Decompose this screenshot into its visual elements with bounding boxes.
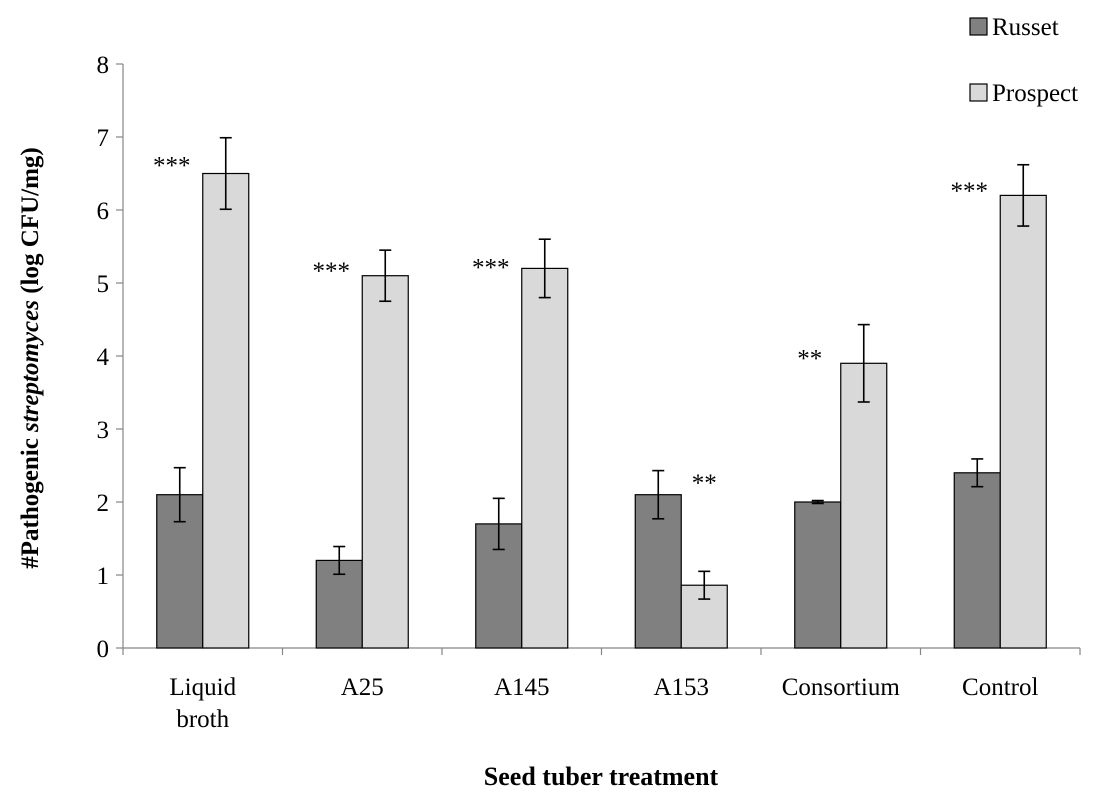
legend-swatch	[969, 83, 988, 102]
x-axis-label: Seed tuber treatment	[484, 762, 719, 791]
legend-label: Russet	[992, 14, 1059, 41]
significance-marker: **	[692, 470, 717, 497]
legend: Russet Prospect	[969, 14, 1078, 107]
error-bars	[173, 136, 1030, 600]
significance-marker: ***	[472, 254, 510, 281]
legend-label: Prospect	[992, 80, 1078, 107]
x-tick-label: A25	[341, 674, 384, 701]
significance-marker: ***	[951, 178, 989, 205]
y-axis-label-part-1: #Pathogenic	[17, 432, 44, 569]
y-tick-label: 7	[97, 125, 110, 152]
y-tick-label: 2	[97, 490, 110, 517]
y-tick-label: 3	[97, 417, 110, 444]
bar	[953, 472, 1001, 649]
x-tick-label: A153	[653, 674, 709, 701]
bar	[840, 362, 888, 649]
significance-annotations: ****** **********	[153, 152, 988, 497]
x-tick-label: Liquid	[169, 674, 236, 701]
bar	[794, 501, 842, 649]
y-axis-label: #Pathogenic streptomyces (log CFU/mg)	[17, 147, 44, 568]
x-tick-label: A145	[494, 674, 550, 701]
y-axis-label-part-3: (log CFU/mg)	[17, 147, 44, 300]
y-tick-label: 0	[97, 636, 110, 663]
axes: 0 1 2 3 4 5 6 7 8 Liquid broth A25 A145 A153 Consortiu…	[97, 52, 1081, 733]
bar	[202, 172, 250, 649]
x-tick-label: Consortium	[782, 674, 901, 701]
bars	[156, 172, 1047, 649]
x-tick-label: broth	[176, 706, 229, 733]
y-tick-label: 6	[97, 198, 110, 225]
significance-marker: **	[797, 346, 822, 373]
significance-marker: ***	[153, 152, 191, 179]
y-tick-label: 8	[97, 52, 110, 79]
y-tick-label: 1	[97, 563, 110, 590]
significance-marker: ***	[313, 258, 351, 285]
y-axis-label-part-2: streptomyces	[17, 300, 44, 433]
bar	[361, 275, 409, 649]
bar	[521, 267, 569, 649]
bar	[634, 494, 682, 649]
legend-swatch	[969, 17, 988, 36]
y-tick-label: 4	[97, 344, 110, 371]
bar	[999, 194, 1047, 649]
x-tick-label: Control	[962, 674, 1038, 701]
y-tick-label: 5	[97, 271, 110, 298]
